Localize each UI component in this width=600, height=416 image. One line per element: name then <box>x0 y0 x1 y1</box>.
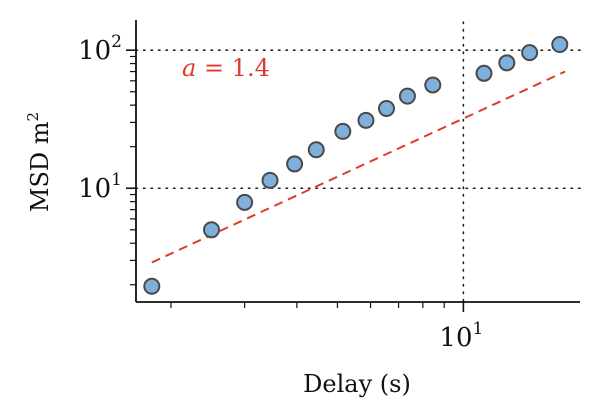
x-axis-title: Delay (s) <box>303 370 411 398</box>
points-layer <box>143 35 569 295</box>
data-point <box>261 171 279 189</box>
y-tick-label-base: 10 <box>78 36 111 66</box>
x-tick-label: 101 <box>439 319 483 353</box>
data-point <box>143 277 161 295</box>
slope-value: = 1.4 <box>196 54 270 82</box>
y-axis-title-exponent: 2 <box>24 112 42 122</box>
y-axis-title-text: MSD m <box>26 121 54 212</box>
y-tick-label: 101 <box>78 170 122 204</box>
x-tick-label-exponent: 1 <box>473 319 484 339</box>
data-point <box>236 193 254 211</box>
grid-layer <box>135 21 581 303</box>
data-point <box>378 100 396 118</box>
data-point <box>202 221 220 239</box>
data-point <box>286 155 304 173</box>
slope-annotation: a = 1.4 <box>182 54 270 82</box>
data-point <box>498 54 516 72</box>
data-point <box>357 111 375 129</box>
data-point <box>424 76 442 94</box>
data-point <box>398 87 416 105</box>
x-tick-label-base: 10 <box>439 323 472 353</box>
data-point <box>334 122 352 140</box>
y-tick-label-exponent: 1 <box>111 170 122 190</box>
data-point <box>475 64 493 82</box>
y-tick-label-exponent: 2 <box>111 32 122 52</box>
y-tick-label-base: 10 <box>78 174 111 204</box>
fit-line <box>151 70 566 264</box>
data-point <box>521 44 539 62</box>
slope-variable: a <box>182 54 196 82</box>
y-axis-title: MSD m2 <box>24 112 54 212</box>
axes-layer <box>126 20 580 312</box>
data-point <box>551 35 569 53</box>
y-tick-label: 102 <box>78 32 122 66</box>
fit-layer <box>151 70 566 264</box>
data-point <box>307 141 325 159</box>
